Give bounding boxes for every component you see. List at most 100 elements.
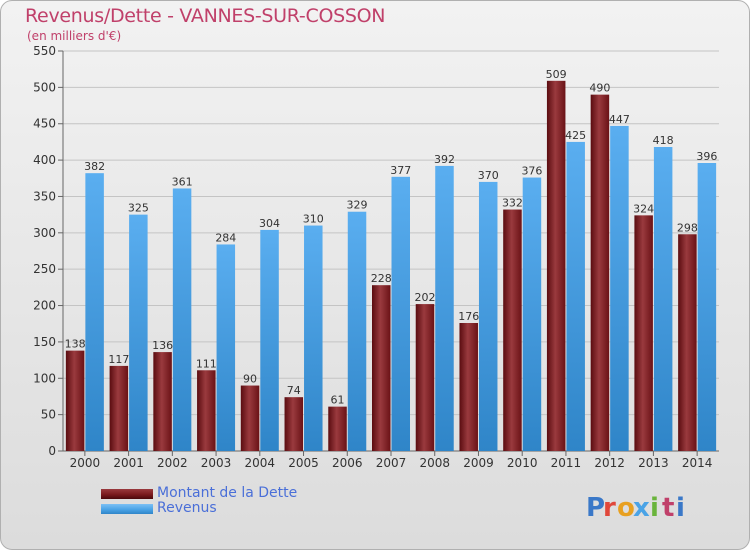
bar-revenus (304, 225, 323, 451)
bar-revenus (522, 177, 542, 451)
data-label-revenus: 396 (696, 150, 717, 163)
y-tick-label: 150 (33, 335, 56, 349)
logo-letter: o (617, 493, 635, 523)
bar-revenus (697, 163, 717, 451)
x-tick-label: 2010 (507, 456, 538, 470)
x-tick-label: 2006 (332, 456, 363, 470)
y-tick-label: 50 (41, 408, 56, 422)
bar-dette (678, 234, 697, 451)
bar-revenus (347, 211, 367, 451)
data-label-dette: 228 (371, 272, 392, 285)
x-tick-label: 2014 (682, 456, 713, 470)
data-label-revenus: 377 (390, 164, 411, 177)
bar-dette (634, 215, 653, 451)
data-label-dette: 324 (633, 202, 654, 215)
data-label-dette: 298 (677, 221, 698, 234)
bar-revenus (653, 147, 673, 451)
data-label-revenus: 284 (215, 231, 236, 244)
legend-swatch-revenus (101, 504, 153, 514)
bar-revenus (391, 176, 410, 451)
data-label-revenus: 361 (172, 175, 193, 188)
logo-letter: i (676, 493, 685, 523)
data-label-dette: 136 (152, 339, 173, 352)
x-tick-label: 2012 (594, 456, 625, 470)
data-label-revenus: 376 (521, 165, 542, 178)
data-label-dette: 117 (108, 353, 129, 366)
x-tick-label: 2007 (376, 456, 407, 470)
data-label-revenus: 310 (303, 213, 324, 226)
data-label-revenus: 418 (653, 134, 674, 147)
bar-dette (415, 304, 435, 451)
data-label-revenus: 304 (259, 217, 280, 230)
bar-dette (284, 397, 304, 451)
x-tick-label: 2008 (419, 456, 450, 470)
data-label-dette: 138 (65, 338, 86, 351)
bar-dette (372, 285, 391, 451)
data-label-dette: 176 (458, 310, 479, 323)
bar-dette (546, 80, 566, 452)
x-tick-label: 2004 (245, 456, 276, 470)
data-label-dette: 490 (589, 82, 610, 95)
data-label-dette: 61 (331, 394, 345, 407)
chart-subtitle: (en milliers d'€) (27, 29, 122, 43)
bar-dette (153, 352, 172, 451)
legend-swatch-dette (101, 489, 153, 499)
bar-dette (590, 94, 610, 452)
bar-revenus (610, 125, 629, 451)
data-label-dette: 509 (546, 68, 567, 81)
logo-letter: i (650, 493, 659, 523)
legend-label-revenus: Revenus (157, 500, 217, 516)
data-label-revenus: 425 (565, 129, 586, 142)
data-label-dette: 332 (502, 197, 523, 210)
data-label-revenus: 370 (478, 169, 499, 182)
logo-letter: t (662, 493, 674, 523)
legend-label-dette: Montant de la Dette (157, 485, 298, 501)
y-tick-label: 500 (33, 80, 56, 94)
data-label-dette: 111 (196, 357, 217, 370)
bar-revenus (566, 141, 585, 451)
x-tick-label: 2002 (157, 456, 188, 470)
bar-dette (328, 406, 347, 451)
data-label-revenus: 325 (128, 202, 149, 215)
proxiti-logo: Pr ox i t i (586, 493, 685, 523)
data-label-revenus: 329 (347, 199, 368, 212)
bar-dette (65, 350, 85, 451)
y-tick-label: 300 (33, 226, 56, 240)
y-tick-label: 350 (33, 189, 56, 203)
data-label-dette: 90 (243, 373, 257, 386)
bar-revenus (85, 173, 104, 451)
bar-dette (503, 209, 522, 451)
x-tick-label: 2000 (70, 456, 101, 470)
logo-letter: P (586, 493, 605, 523)
y-tick-label: 0 (48, 444, 56, 458)
bar-revenus (172, 188, 192, 452)
y-tick-label: 250 (33, 262, 56, 276)
bar-dette (459, 323, 478, 451)
x-tick-label: 2005 (288, 456, 319, 470)
bar-revenus (129, 214, 148, 451)
x-tick-label: 2009 (463, 456, 494, 470)
x-tick-label: 2011 (551, 456, 582, 470)
data-label-revenus: 447 (609, 113, 630, 126)
bar-revenus (260, 229, 279, 451)
bar-revenus (435, 165, 454, 451)
bar-dette (240, 385, 260, 451)
bar-dette (197, 370, 216, 451)
bar-revenus (478, 181, 498, 451)
x-tick-label: 2003 (201, 456, 232, 470)
logo-letter: r (603, 493, 616, 523)
y-tick-label: 450 (33, 117, 56, 131)
y-tick-label: 400 (33, 153, 56, 167)
data-label-dette: 202 (414, 291, 435, 304)
y-tick-label: 550 (33, 44, 56, 58)
logo-letter: x (633, 493, 650, 523)
x-tick-label: 2013 (638, 456, 669, 470)
y-tick-label: 200 (33, 299, 56, 313)
data-label-revenus: 392 (434, 153, 455, 166)
data-label-revenus: 382 (84, 160, 105, 173)
bar-dette (109, 365, 129, 451)
data-label-dette: 74 (287, 384, 301, 397)
x-tick-label: 2001 (113, 456, 144, 470)
